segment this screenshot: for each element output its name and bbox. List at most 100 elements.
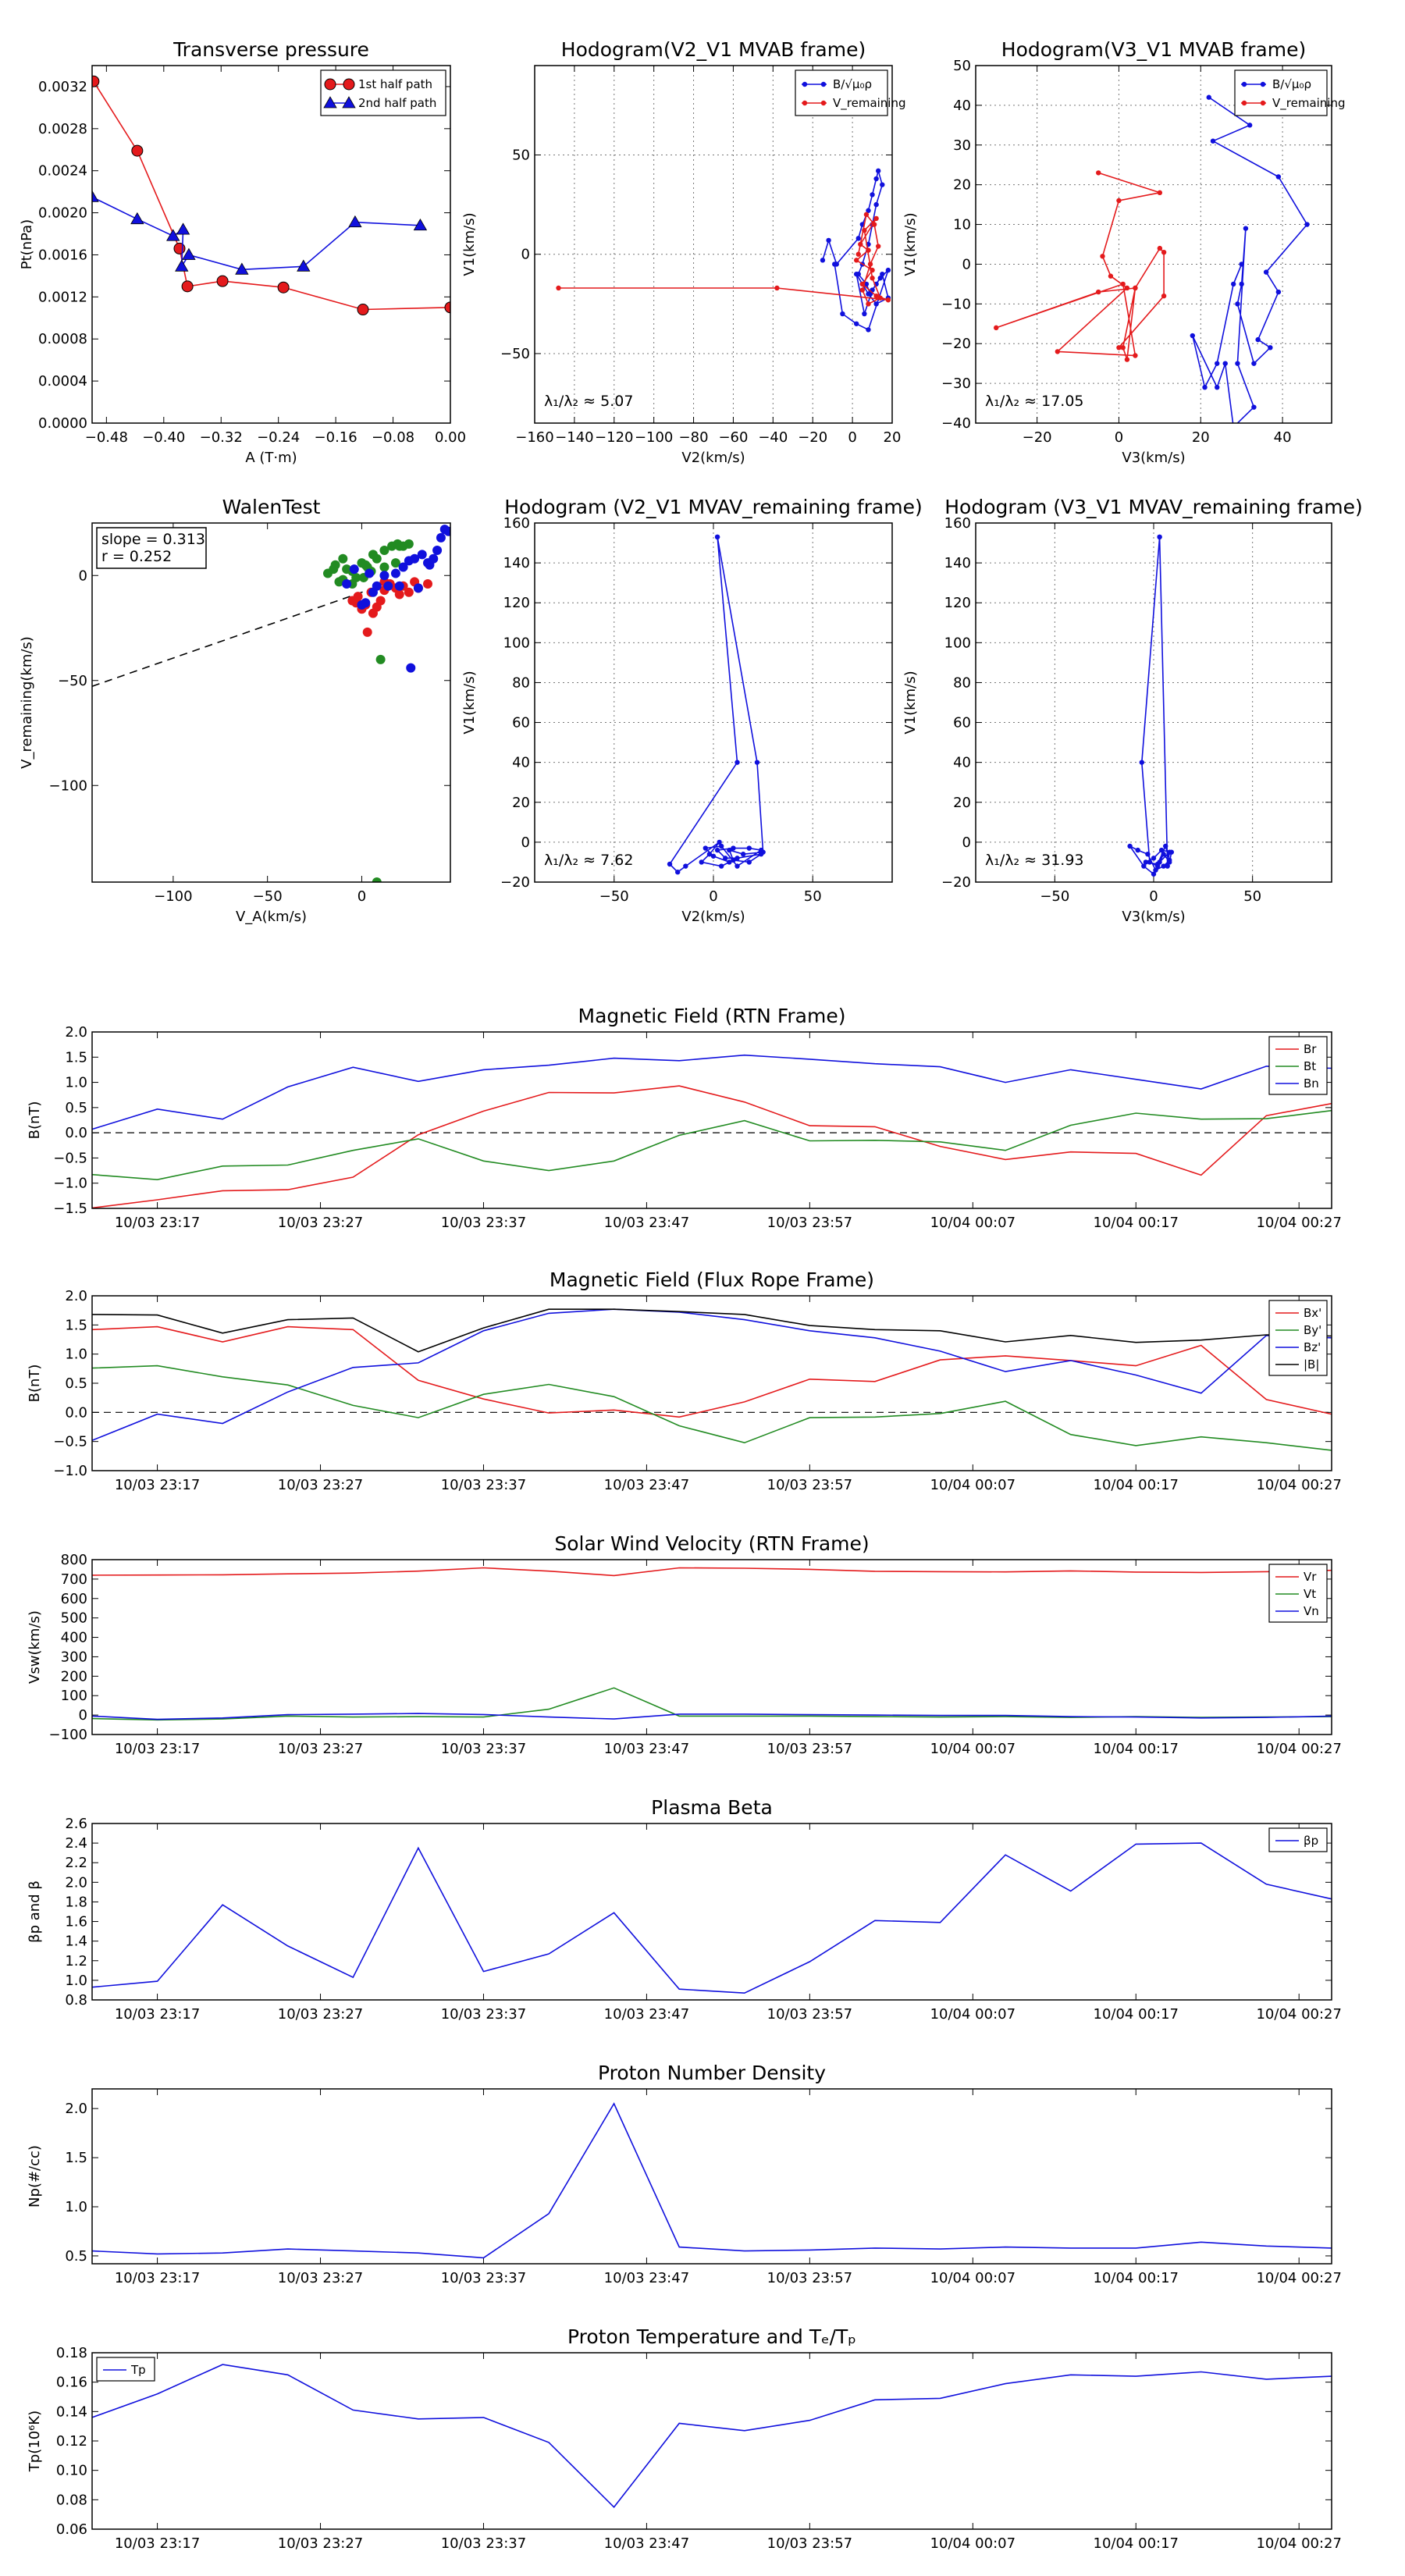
y-tick-label: −100 (49, 1727, 87, 1743)
chart-title: Hodogram(V3_V1 MVAB frame) (1001, 38, 1306, 61)
data-point (1263, 269, 1269, 275)
y-tick-label: 2.6 (65, 1816, 87, 1832)
plot-area (994, 94, 1310, 429)
data-point (92, 190, 99, 202)
data-point (383, 581, 393, 591)
series-line-vr (91, 1567, 1332, 1577)
data-point (1231, 281, 1236, 287)
y-tick-label: 1.0 (65, 1973, 87, 1989)
y-tick-label: 400 (61, 1630, 87, 1646)
y-tick-label: 0.0024 (38, 163, 87, 180)
x-axis-label: V_A(km/s) (236, 909, 307, 925)
x-axis-label: V3(km/s) (1122, 909, 1185, 925)
y-tick-label: 0.0028 (38, 121, 87, 137)
y-tick-label: 2.0 (65, 1874, 87, 1891)
y-tick-label: 100 (503, 635, 530, 651)
data-point (362, 627, 372, 637)
data-point (1215, 361, 1220, 366)
x-tick-label: 10/03 23:57 (767, 1741, 852, 1757)
data-point (1151, 871, 1157, 877)
series-line-bn (91, 1054, 1332, 1130)
data-point (1116, 197, 1122, 204)
series-line-v-remaining (995, 172, 1165, 360)
legend-label: V_remaining (833, 96, 906, 111)
y-tick-label: 1.0 (65, 1347, 87, 1363)
data-point (368, 587, 378, 597)
x-tick-label: −50 (599, 888, 629, 905)
panel-ts6: 0.06 0.08 0.10 0.12 0.14 0.16 0.18 10/03 23:17 1… (27, 2325, 1342, 2552)
data-point (235, 262, 249, 275)
y-axis-label: V_remaining(km/s) (19, 636, 35, 769)
data-point (1055, 349, 1061, 354)
series-line-bz- (91, 1308, 1332, 1441)
x-tick-label: 10/03 23:57 (767, 1215, 852, 1231)
y-tick-label: 20 (512, 795, 530, 811)
x-tick-label: 10/03 23:17 (115, 2270, 200, 2286)
data-point (1161, 293, 1167, 299)
fit-line (92, 585, 381, 687)
data-point (870, 192, 875, 197)
data-point (714, 847, 720, 853)
y-tick-label: 100 (61, 1688, 87, 1704)
data-point (706, 852, 713, 857)
series-line-v-remaining (558, 212, 889, 305)
x-tick-label: 10/03 23:47 (604, 2535, 689, 2552)
data-point (683, 863, 688, 869)
series-line-tp (91, 2364, 1332, 2509)
x-tick-label: 10/03 23:57 (767, 1477, 852, 1493)
data-point (1161, 863, 1166, 869)
x-tick-label: 20 (884, 429, 902, 446)
y-tick-label: 140 (944, 555, 971, 571)
data-point (1206, 94, 1211, 100)
y-axis-label: V1(km/s) (461, 671, 478, 734)
data-point (1116, 345, 1122, 350)
chart-title: Magnetic Field (Flux Rope Frame) (550, 1268, 874, 1291)
data-point (702, 845, 709, 851)
y-tick-label: 1.0 (65, 2199, 87, 2215)
axes-frame (91, 2088, 1332, 2265)
data-point (342, 579, 352, 589)
data-point (181, 280, 194, 293)
y-tick-label: 50 (953, 58, 971, 74)
y-tick-label: −50 (500, 346, 530, 362)
data-point (297, 259, 311, 272)
data-point (1135, 847, 1140, 853)
chart-title: Proton Temperature and Tₑ/Tₚ (567, 2325, 856, 2348)
x-axis-label: V2(km/s) (681, 909, 745, 925)
data-point (880, 271, 885, 277)
y-tick-label: −10 (941, 296, 971, 312)
stats-box (96, 527, 207, 569)
series-line-b- (1192, 97, 1308, 423)
data-point (758, 852, 764, 857)
data-point (866, 208, 871, 213)
chart-title: Transverse pressure (173, 38, 369, 61)
chart-title: Hodogram(V2_V1 MVAB frame) (561, 38, 866, 61)
axes-frame (91, 1823, 1332, 2001)
data-point (173, 242, 186, 254)
y-tick-label: 120 (503, 595, 530, 611)
data-point (1147, 859, 1153, 865)
x-axis-label: A (T·m) (245, 450, 297, 466)
data-point (718, 843, 724, 849)
y-tick-label: 0.14 (56, 2403, 87, 2420)
x-tick-label: 10/03 23:47 (604, 1741, 689, 1757)
legend-marker (1241, 81, 1247, 87)
legend-box (320, 69, 446, 116)
plot-area (556, 168, 891, 333)
x-tick-label: 10/04 00:07 (930, 2535, 1016, 2552)
legend-label: By' (1304, 1323, 1321, 1337)
x-tick-label: 10/03 23:17 (115, 2006, 200, 2023)
data-point (1231, 425, 1236, 429)
legend-label: βp (1304, 1834, 1318, 1848)
y-tick-label: 160 (503, 515, 530, 532)
data-point (866, 291, 871, 297)
data-point (348, 215, 362, 228)
x-tick-label: 10/03 23:57 (767, 2006, 852, 2023)
y-tick-label: 0.06 (56, 2521, 87, 2538)
y-axis-label: B(nT) (27, 1364, 43, 1403)
axes-frame (91, 522, 451, 883)
data-point (994, 325, 999, 331)
data-point (1243, 226, 1249, 231)
legend-marker (1260, 81, 1266, 87)
